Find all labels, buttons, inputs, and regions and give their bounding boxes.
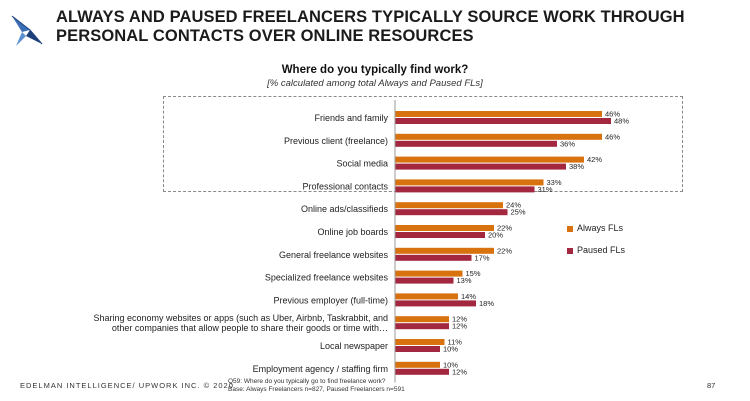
category-label-online-job-boards: Online job boards xyxy=(317,227,388,237)
data-label-always-social-media: 42% xyxy=(587,155,602,164)
data-label-always-online-job-boards: 22% xyxy=(497,224,512,233)
bar-always-previous-client-freelance xyxy=(395,133,602,140)
data-label-paused-local-newspaper: 10% xyxy=(443,345,458,354)
data-label-paused-friends-and-family: 48% xyxy=(614,117,629,126)
bar-always-online-ads-classifieds xyxy=(395,202,503,209)
data-label-paused-employment-agency-staffing-firm: 12% xyxy=(452,367,467,376)
bar-always-social-media xyxy=(395,156,584,163)
category-label-general-freelance-websites: General freelance websites xyxy=(279,250,389,260)
chart-subtitle: [% calculated among total Always and Pau… xyxy=(267,78,483,89)
bar-paused-specialized-freelance-websites xyxy=(395,277,454,284)
bar-paused-online-ads-classifieds xyxy=(395,209,508,216)
bar-paused-employment-agency-staffing-firm xyxy=(395,368,449,375)
bar-paused-local-newspaper xyxy=(395,346,440,352)
bar-always-local-newspaper xyxy=(395,339,445,345)
chart-title: Where do you typically find work? xyxy=(281,64,469,76)
bar-always-friends-and-family xyxy=(395,111,602,117)
data-label-paused-general-freelance-websites: 17% xyxy=(475,253,490,262)
legend-swatch-always xyxy=(567,225,573,232)
footer-copyright: EDELMAN INTELLIGENCE/ UPWORK INC. © 2020 xyxy=(20,381,234,390)
bar-paused-general-freelance-websites xyxy=(395,254,472,261)
legend-swatch-paused xyxy=(567,247,573,254)
bar-always-employment-agency-staffing-firm xyxy=(395,361,440,368)
page-title: ALWAYS AND PAUSED FREELANCERS TYPICALLY … xyxy=(56,8,685,45)
data-label-paused-specialized-freelance-websites: 13% xyxy=(457,276,472,285)
data-label-always-specialized-freelance-websites: 15% xyxy=(466,269,481,278)
category-label-employment-agency-staffing-firm: Employment agency / staffing firm xyxy=(253,364,388,374)
bar-paused-online-job-boards xyxy=(395,232,485,238)
bar-paused-social-media xyxy=(395,163,566,170)
data-label-always-employment-agency-staffing-firm: 10% xyxy=(443,360,458,369)
category-label-sharing-economy-websites-or-apps-such-as-line1: Sharing economy websites or apps (such a… xyxy=(94,313,389,323)
legend-label-always: Always FLs xyxy=(577,223,624,233)
data-label-always-previous-client-freelance: 46% xyxy=(605,132,620,141)
data-label-paused-professional-contacts: 31% xyxy=(538,185,553,194)
bar-paused-previous-employer-full-time xyxy=(395,300,476,307)
bar-paused-friends-and-family xyxy=(395,118,611,124)
bar-paused-previous-client-freelance xyxy=(395,140,557,147)
data-label-always-general-freelance-websites: 22% xyxy=(497,246,512,255)
footer-source-note: Q59: Where do you typically go to find f… xyxy=(228,378,405,394)
category-label-previous-client-freelance: Previous client (freelance) xyxy=(284,136,388,146)
footer-question: Q59: Where do you typically go to find f… xyxy=(228,378,386,385)
data-label-paused-sharing-economy-websites-or-apps-such-as: 12% xyxy=(452,322,467,331)
category-label-sharing-economy-websites-or-apps-such-as-line2: other companies that allow people to sha… xyxy=(112,323,388,333)
footer-base: Base: Always Freelancers n=827, Paused F… xyxy=(228,386,405,393)
legend-label-paused: Paused FLs xyxy=(577,245,626,255)
bar-always-specialized-freelance-websites xyxy=(395,270,463,277)
data-label-paused-online-ads-classifieds: 25% xyxy=(511,208,526,217)
bar-always-previous-employer-full-time xyxy=(395,293,458,300)
data-label-always-friends-and-family: 46% xyxy=(605,110,620,119)
data-label-paused-online-job-boards: 20% xyxy=(488,231,503,240)
data-label-paused-previous-employer-full-time: 18% xyxy=(479,299,494,308)
bar-always-general-freelance-websites xyxy=(395,247,494,254)
legend-item-always: Always FLs xyxy=(567,223,623,233)
company-logo xyxy=(11,15,43,46)
data-label-always-previous-employer-full-time: 14% xyxy=(461,292,476,301)
category-label-local-newspaper: Local newspaper xyxy=(320,341,388,351)
bar-always-online-job-boards xyxy=(395,225,494,231)
data-label-always-sharing-economy-websites-or-apps-such-as: 12% xyxy=(452,315,467,324)
data-label-paused-previous-client-freelance: 36% xyxy=(560,139,575,148)
category-label-specialized-freelance-websites: Specialized freelance websites xyxy=(265,273,389,283)
category-label-previous-employer-full-time: Previous employer (full-time) xyxy=(273,295,388,305)
legend-item-paused: Paused FLs xyxy=(567,245,625,255)
bar-paused-professional-contacts xyxy=(395,186,535,193)
bar-paused-sharing-economy-websites-or-apps-such-as xyxy=(395,323,449,330)
category-label-friends-and-family: Friends and family xyxy=(314,113,388,123)
data-label-always-online-ads-classifieds: 24% xyxy=(506,201,521,210)
data-label-always-professional-contacts: 33% xyxy=(547,178,562,187)
category-label-social-media: Social media xyxy=(336,159,388,169)
page-number: 87 xyxy=(707,381,716,390)
bar-always-professional-contacts xyxy=(395,179,544,186)
category-label-online-ads-classifieds: Online ads/classifieds xyxy=(301,204,389,214)
data-label-paused-social-media: 38% xyxy=(569,162,584,171)
category-label-professional-contacts: Professional contacts xyxy=(302,181,388,191)
data-label-always-local-newspaper: 11% xyxy=(448,338,463,347)
bar-always-sharing-economy-websites-or-apps-such-as xyxy=(395,316,449,323)
